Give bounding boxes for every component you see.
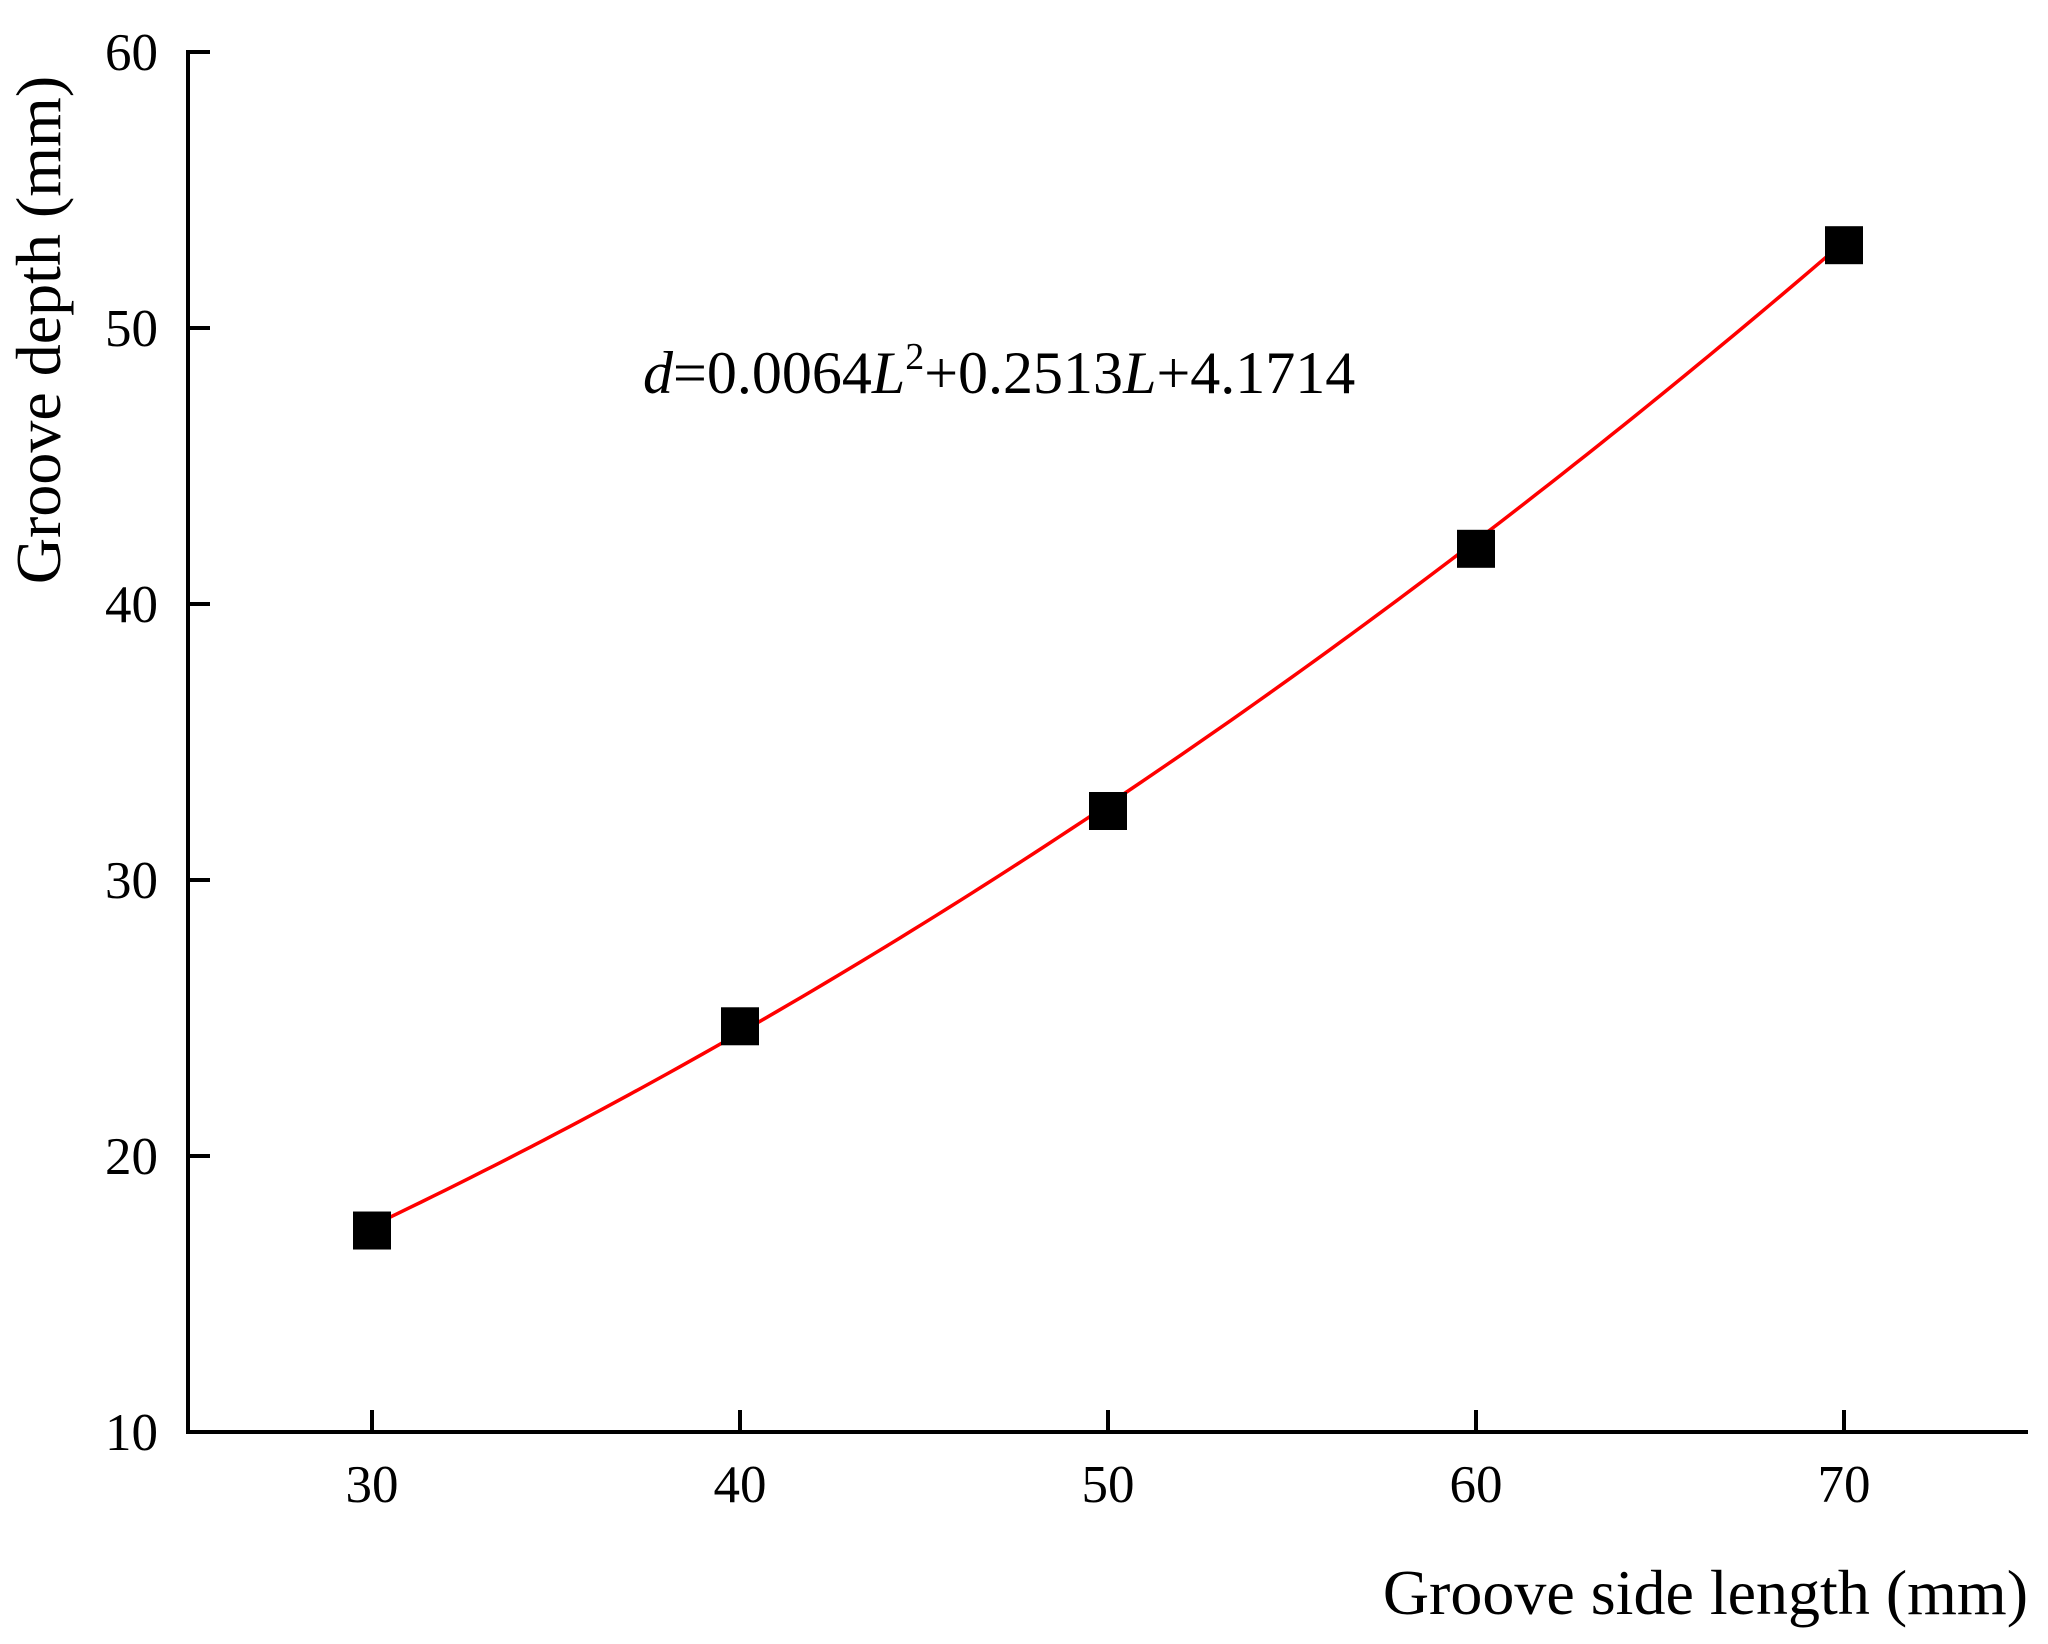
y-tick-label-40: 40 bbox=[105, 576, 158, 634]
x-tick-label-60: 60 bbox=[1450, 1456, 1503, 1514]
eq-var-l: L bbox=[871, 340, 905, 406]
data-point bbox=[353, 1211, 391, 1250]
y-tick-label-60: 60 bbox=[105, 24, 158, 82]
y-ticks: 10 20 30 40 50 60 bbox=[105, 24, 210, 1462]
eq-coef-a: =0.0064 bbox=[673, 340, 872, 406]
x-tick-label-40: 40 bbox=[714, 1456, 767, 1514]
x-axis-title: Groove side length (mm) bbox=[1383, 1557, 2028, 1628]
y-tick-label-30: 30 bbox=[105, 852, 158, 910]
eq-coef-b: +0.2513 bbox=[924, 340, 1123, 406]
fit-equation: d=0.0064L2+0.2513L+4.1714 bbox=[643, 336, 1355, 406]
eq-coef-c: +4.1714 bbox=[1156, 340, 1355, 406]
eq-superscript: 2 bbox=[905, 336, 924, 378]
y-tick-label-10: 10 bbox=[105, 1404, 158, 1462]
axes bbox=[186, 50, 2028, 1434]
data-points bbox=[353, 226, 1863, 1250]
data-point bbox=[1457, 529, 1495, 568]
y-tick-label-50: 50 bbox=[105, 300, 158, 358]
eq-var-d: d bbox=[643, 340, 674, 406]
eq-var-l-2: L bbox=[1122, 340, 1156, 406]
x-tick-label-30: 30 bbox=[346, 1456, 399, 1514]
x-tick-label-50: 50 bbox=[1082, 1456, 1135, 1514]
x-tick-label-70: 70 bbox=[1818, 1456, 1871, 1514]
data-point bbox=[1089, 792, 1127, 830]
y-tick-label-20: 20 bbox=[105, 1128, 158, 1186]
x-ticks: 30 40 50 60 70 bbox=[346, 1410, 1871, 1514]
data-point bbox=[721, 1007, 759, 1046]
y-axis-title: Groove depth (mm) bbox=[3, 76, 74, 584]
data-point bbox=[1825, 226, 1863, 265]
